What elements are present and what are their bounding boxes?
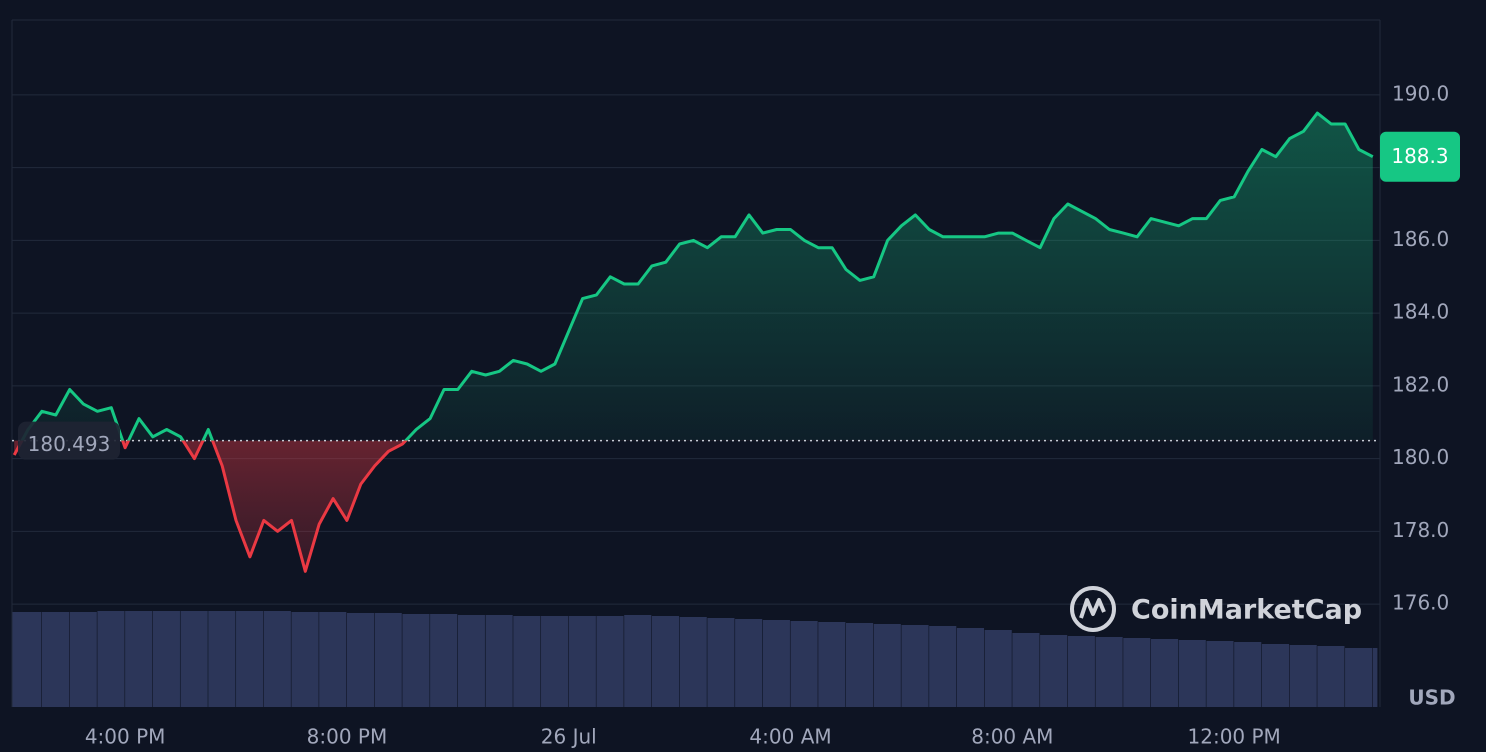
volume-bar <box>818 622 846 707</box>
label-layer: 176.0178.0180.0182.0184.0186.0188.0190.0… <box>18 81 1460 749</box>
volume-bar <box>208 611 236 707</box>
volume-bar <box>845 623 874 707</box>
volume-bar <box>735 619 763 707</box>
price-area <box>14 113 1373 572</box>
x-tick-label: 8:00 AM <box>971 725 1053 749</box>
volume-bar <box>1012 633 1040 707</box>
watermark-text: CoinMarketCap <box>1131 595 1362 626</box>
volume-bar <box>956 628 985 707</box>
volume-bar <box>984 630 1012 707</box>
watermark: CoinMarketCap <box>1070 586 1362 632</box>
volume-bar <box>1178 640 1206 707</box>
volume-bar <box>651 616 680 707</box>
x-tick-label: 4:00 PM <box>85 725 166 749</box>
volume-bar <box>346 613 375 707</box>
volume-bar <box>180 611 208 707</box>
volume-bar <box>69 612 97 707</box>
volume-bar <box>236 611 264 707</box>
x-tick-label: 8:00 PM <box>307 725 388 749</box>
price-line <box>12 111 1374 573</box>
volume-bar <box>762 620 790 707</box>
y-tick-label: 190.0 <box>1392 81 1449 105</box>
volume-bar <box>1317 646 1345 707</box>
watermark-logo-mark <box>1079 598 1106 619</box>
price-badge <box>1380 131 1460 182</box>
volume-bar <box>457 615 485 707</box>
baseline-label: 180.493 <box>28 432 111 456</box>
volume-layer <box>12 611 1378 707</box>
y-tick-label: 184.0 <box>1392 300 1449 324</box>
baseline-badge <box>18 421 120 460</box>
volume-bar <box>790 621 818 707</box>
volume-bar <box>125 611 153 707</box>
volume-bar <box>12 612 42 707</box>
volume-bar <box>568 616 596 707</box>
volume-bar <box>513 616 541 707</box>
volume-bar <box>41 612 70 707</box>
y-tick-label: 182.0 <box>1392 372 1449 396</box>
y-tick-label: 186.0 <box>1392 227 1449 251</box>
volume-bar <box>374 613 402 707</box>
volume-bar <box>291 612 319 707</box>
y-tick-label: 180.0 <box>1392 445 1449 469</box>
volume-bar <box>873 624 901 707</box>
x-tick-label: 12:00 PM <box>1188 725 1281 749</box>
volume-bar <box>402 614 430 707</box>
volume-bar <box>152 611 180 707</box>
watermark-logo <box>1070 586 1116 632</box>
volume-bar <box>541 616 569 707</box>
y-tick-label: 176.0 <box>1392 591 1449 615</box>
volume-bar <box>1345 648 1373 707</box>
volume-bar <box>707 618 735 707</box>
volume-bar <box>97 611 125 707</box>
volume-bar <box>624 615 652 707</box>
x-tick-label: 4:00 AM <box>749 725 831 749</box>
volume-bar <box>1206 641 1234 707</box>
volume-bar <box>596 616 624 707</box>
price-label: 188.3 <box>1391 144 1448 168</box>
volume-bar <box>263 611 291 707</box>
volume-bar <box>319 612 347 707</box>
volume-bar <box>1234 642 1262 707</box>
volume-bar <box>1040 635 1068 707</box>
x-tick-label: 26 Jul <box>541 725 597 749</box>
plot-layer <box>12 111 1380 573</box>
currency-label: USD <box>1408 686 1455 710</box>
volume-bar <box>1289 645 1317 707</box>
volume-bar <box>1067 636 1095 707</box>
volume-bar <box>679 617 707 707</box>
volume-bar <box>929 626 957 707</box>
volume-bar <box>485 615 513 707</box>
volume-bar <box>1095 637 1123 707</box>
volume-bar <box>901 625 929 707</box>
volume-bar <box>430 614 458 707</box>
volume-bar <box>1150 639 1179 707</box>
volume-bar <box>1372 648 1378 707</box>
y-tick-label: 178.0 <box>1392 518 1449 542</box>
volume-bar <box>1261 644 1290 707</box>
volume-bar <box>1123 638 1151 707</box>
